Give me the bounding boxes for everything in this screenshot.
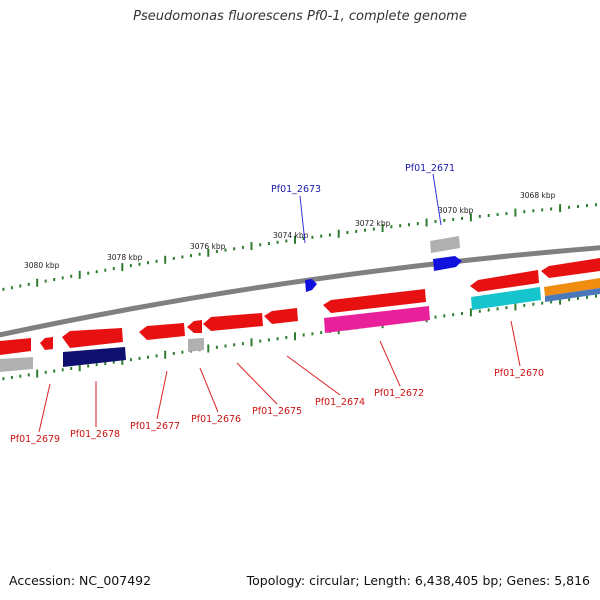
genome-summary-text: Topology: circular; Length: 6,438,405 bp… <box>246 573 590 588</box>
gene-label-pf01-2676[interactable]: Pf01_2676 <box>191 414 241 425</box>
outer-gene-track <box>305 236 462 292</box>
gene-navy[interactable] <box>63 347 126 367</box>
leader-line <box>199 367 219 413</box>
gene-label-pf01-2674[interactable]: Pf01_2674 <box>315 397 365 408</box>
outer-tick-row <box>2 203 597 291</box>
gene-label-pf01-2679[interactable]: Pf01_2679 <box>10 434 60 445</box>
genome-backbone <box>0 245 600 338</box>
leader-line <box>379 340 401 387</box>
gene-magenta[interactable] <box>324 306 430 333</box>
gene-red[interactable] <box>187 320 202 333</box>
leader-line <box>38 383 51 433</box>
gene-steelblue[interactable] <box>545 288 600 302</box>
gene-label-pf01-2670[interactable]: Pf01_2670 <box>494 368 544 379</box>
gene-red[interactable] <box>62 328 123 348</box>
map-title: Pseudomonas fluorescens Pf0-1, complete … <box>133 9 467 24</box>
gene-red[interactable] <box>203 313 263 331</box>
leader-line <box>432 173 442 226</box>
gene-labels: Pf01_2673 Pf01_2671 Pf01_2679 Pf01_2678 … <box>10 163 544 445</box>
gene-arrow-pf01-2673[interactable] <box>305 279 317 292</box>
gene-grey-forward[interactable] <box>430 236 460 253</box>
scale-label: 3076 kbp <box>190 242 226 251</box>
gene-label-pf01-2678[interactable]: Pf01_2678 <box>70 429 120 440</box>
scale-label: 3078 kbp <box>107 253 143 262</box>
leader-line <box>156 370 168 420</box>
gene-label-pf01-2671[interactable]: Pf01_2671 <box>405 163 455 174</box>
leader-line <box>286 355 341 396</box>
leader-line <box>510 320 521 367</box>
gene-grey[interactable] <box>188 338 204 352</box>
leader-lines <box>38 173 521 433</box>
scale-label: 3074 kbp <box>273 231 309 240</box>
inner-gene-track <box>0 258 600 372</box>
gene-red[interactable] <box>0 338 31 355</box>
scale-label: 3072 kbp <box>355 219 391 228</box>
scale-label: 3080 kbp <box>24 261 60 270</box>
gene-red[interactable] <box>470 270 539 292</box>
accession-text: Accession: NC_007492 <box>9 573 152 588</box>
gene-red[interactable] <box>323 289 426 313</box>
scale-label: 3070 kbp <box>438 206 474 215</box>
gene-label-pf01-2672[interactable]: Pf01_2672 <box>374 388 424 399</box>
leader-line <box>236 362 278 405</box>
gene-red[interactable] <box>541 258 600 278</box>
gene-orange[interactable] <box>544 278 600 296</box>
gene-red[interactable] <box>264 308 298 324</box>
gene-label-pf01-2675[interactable]: Pf01_2675 <box>252 406 302 417</box>
gene-grey[interactable] <box>0 357 33 372</box>
leader-line <box>299 195 306 244</box>
gene-label-pf01-2677[interactable]: Pf01_2677 <box>130 421 180 432</box>
gene-red[interactable] <box>40 337 53 350</box>
gene-cyan[interactable] <box>471 287 541 310</box>
scale-labels: 3080 kbp 3078 kbp 3076 kbp 3074 kbp 3072… <box>24 191 556 270</box>
gene-arrow-pf01-2671[interactable] <box>433 256 462 271</box>
scale-label: 3068 kbp <box>520 191 556 200</box>
gene-label-pf01-2673[interactable]: Pf01_2673 <box>271 184 321 195</box>
gene-red[interactable] <box>139 323 185 340</box>
